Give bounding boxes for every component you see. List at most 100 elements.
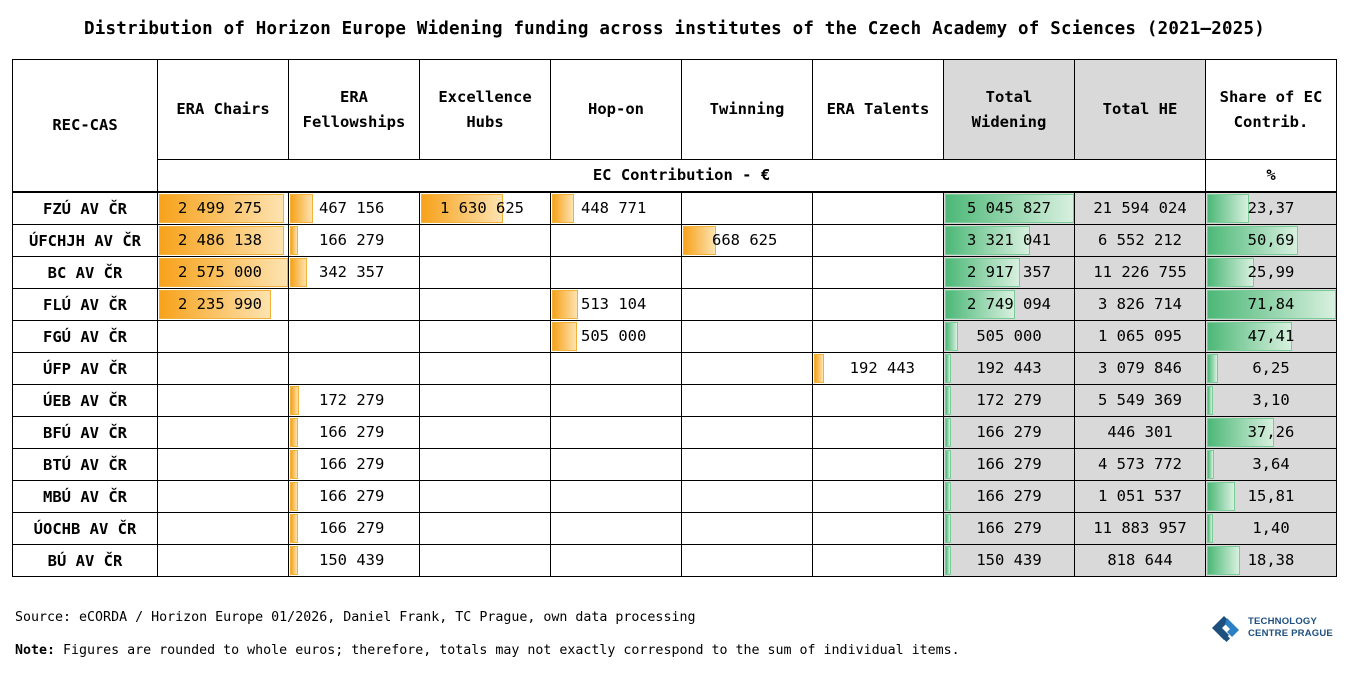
bar-total-widening: [945, 482, 951, 511]
cell-share: 47,41: [1205, 320, 1337, 353]
cell-share: 23,37: [1205, 191, 1337, 225]
bar-share: [1207, 354, 1218, 383]
cell-era-talents: 192 443: [812, 352, 944, 385]
value-total-he: 11 226 755: [1093, 263, 1187, 281]
value-total-widening: 166 279: [976, 519, 1042, 537]
value-era-chairs: 2 575 000: [178, 263, 262, 281]
cell-twinning: [681, 320, 813, 353]
value-share: 1,40: [1252, 519, 1290, 537]
cell-total-widening: 3 321 041: [943, 224, 1075, 257]
cell-era-chairs: [157, 544, 289, 577]
value-era-fellowships: 342 357: [319, 263, 385, 281]
bar-total-widening: [945, 258, 1020, 287]
cell-total-widening: 150 439: [943, 544, 1075, 577]
table-row: ÚFP AV ČR 192 443 192 443 3 079 846 6,25: [12, 352, 1337, 385]
bar-excellence-hubs: [421, 194, 503, 223]
cell-era-talents: [812, 480, 944, 513]
cell-excellence-hubs: [419, 448, 551, 481]
value-total-widening: 2 917 357: [967, 263, 1051, 281]
subheader-percent: %: [1205, 159, 1337, 193]
header-total-widening: Total Widening: [943, 59, 1075, 160]
cell-era-fellowships: 172 279: [288, 384, 420, 417]
value-era-fellowships: 150 439: [319, 551, 385, 569]
bar-share: [1207, 514, 1213, 543]
value-twinning: 668 625: [712, 231, 778, 249]
bar-era-talents: [814, 354, 824, 383]
bar-era-fellowships: [290, 514, 298, 543]
value-hop-on: 448 771: [581, 199, 647, 217]
bar-total-widening: [945, 450, 951, 479]
row-institute: FZÚ AV ČR: [12, 191, 158, 225]
cell-total-widening: 166 279: [943, 512, 1075, 545]
bar-share: [1207, 386, 1213, 415]
cell-twinning: [681, 512, 813, 545]
cell-era-fellowships: [288, 320, 420, 353]
cell-hop-on: 513 104: [550, 288, 682, 321]
table-row: ÚOCHB AV ČR 166 279 166 279 11 883 957 1,40: [12, 512, 1337, 545]
header-excellence-hubs: Excellence Hubs: [419, 59, 551, 160]
cell-era-chairs: [157, 352, 289, 385]
header-share: Share of EC Contrib.: [1205, 59, 1337, 160]
cell-era-fellowships: 166 279: [288, 480, 420, 513]
cell-excellence-hubs: [419, 512, 551, 545]
cell-era-chairs: [157, 448, 289, 481]
cell-twinning: [681, 191, 813, 225]
bar-era-fellowships: [290, 418, 298, 447]
cell-total-widening: 166 279: [943, 416, 1075, 449]
bar-share: [1207, 418, 1274, 447]
funding-table: REC-CAS ERA Chairs ERA Fellowships Excel…: [12, 59, 1337, 577]
cell-excellence-hubs: 1 630 625: [419, 191, 551, 225]
bar-era-chairs: [159, 194, 284, 223]
bar-share: [1207, 194, 1249, 223]
cell-hop-on: [550, 224, 682, 257]
value-total-widening: 505 000: [976, 327, 1042, 345]
cell-era-fellowships: 166 279: [288, 416, 420, 449]
header-era-chairs: ERA Chairs: [157, 59, 289, 160]
value-share: 47,41: [1247, 327, 1295, 345]
bar-total-widening: [945, 354, 951, 383]
bar-total-widening: [945, 546, 951, 575]
cell-hop-on: [550, 416, 682, 449]
bar-total-widening: [945, 290, 1015, 319]
header-era-talents: ERA Talents: [812, 59, 944, 160]
cell-twinning: [681, 448, 813, 481]
table-row: BFÚ AV ČR 166 279 166 279 446 301 37,26: [12, 416, 1337, 449]
value-total-he: 6 552 212: [1098, 231, 1182, 249]
value-share: 71,84: [1247, 295, 1295, 313]
note-label: Note:: [15, 643, 56, 658]
cell-hop-on: [550, 256, 682, 289]
row-institute: ÚOCHB AV ČR: [12, 512, 158, 545]
value-share: 18,38: [1247, 551, 1295, 569]
cell-era-fellowships: [288, 288, 420, 321]
cell-era-fellowships: 166 279: [288, 224, 420, 257]
cell-excellence-hubs: [419, 288, 551, 321]
cell-era-talents: [812, 448, 944, 481]
cell-era-fellowships: 166 279: [288, 512, 420, 545]
cell-twinning: [681, 480, 813, 513]
tc-prague-logo-icon: [1212, 616, 1239, 643]
value-total-he: 11 883 957: [1093, 519, 1187, 537]
cell-total-he: 6 552 212: [1074, 224, 1206, 257]
row-institute: ÚFCHJH AV ČR: [12, 224, 158, 257]
cell-share: 25,99: [1205, 256, 1337, 289]
table-row: ÚEB AV ČR 172 279 172 279 5 549 369 3,10: [12, 384, 1337, 417]
cell-era-talents: [812, 384, 944, 417]
cell-era-chairs: [157, 320, 289, 353]
table-row: ÚFCHJH AV ČR 2 486 138 166 279 668 625 3 321…: [12, 224, 1337, 257]
cell-era-fellowships: 467 156: [288, 191, 420, 225]
bar-era-chairs: [159, 226, 284, 255]
row-institute: BFÚ AV ČR: [12, 416, 158, 449]
cell-share: 3,10: [1205, 384, 1337, 417]
cell-twinning: [681, 544, 813, 577]
bar-share: [1207, 226, 1298, 255]
cell-total-he: 818 644: [1074, 544, 1206, 577]
cell-era-talents: [812, 224, 944, 257]
cell-share: 50,69: [1205, 224, 1337, 257]
cell-total-widening: 172 279: [943, 384, 1075, 417]
cell-era-talents: [812, 288, 944, 321]
bar-total-widening: [945, 194, 1074, 223]
bar-share: [1207, 322, 1292, 351]
cell-era-fellowships: 166 279: [288, 448, 420, 481]
cell-era-talents: [812, 512, 944, 545]
value-total-widening: 166 279: [976, 423, 1042, 441]
